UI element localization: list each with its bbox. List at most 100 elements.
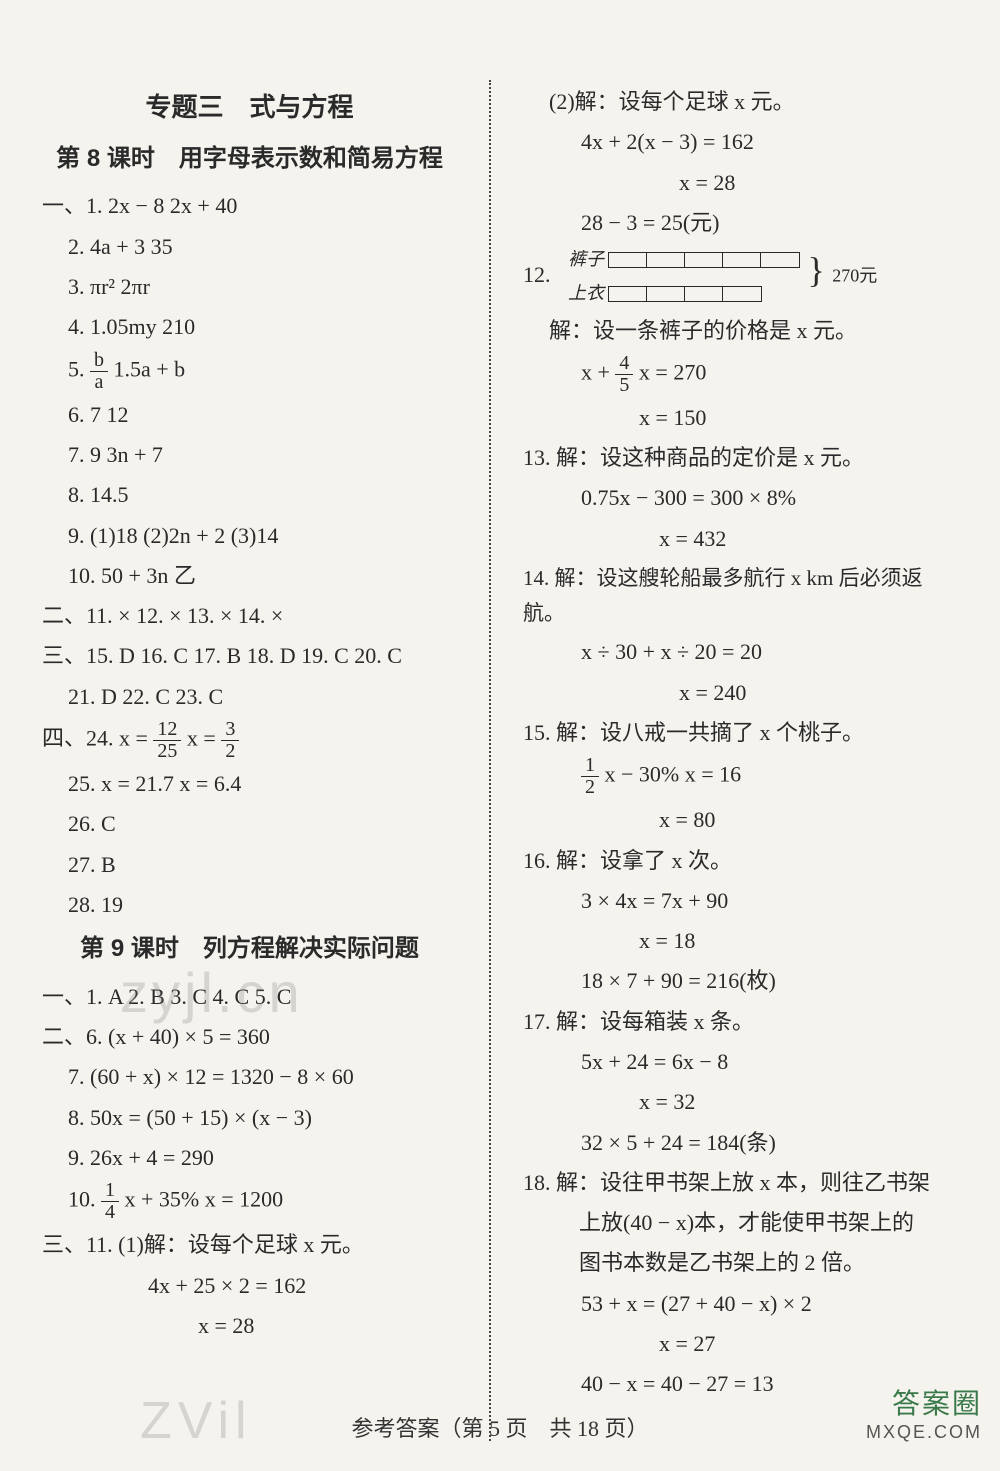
r12b: x + 4 5 x = 270: [581, 353, 952, 396]
left-column: 专题三 式与方程 第 8 课时 用字母表示数和简易方程 一、1. 2x − 8 …: [10, 80, 491, 1441]
r12-label: 12.: [523, 262, 551, 287]
q6: 6. 7 12: [68, 397, 471, 433]
l9-10: 10. 1 4 x + 35% x = 1200: [68, 1180, 471, 1223]
l9-10-post: x + 35% x = 1200: [125, 1187, 284, 1212]
q5: 5. b a 1.5a + b: [68, 350, 471, 393]
r18e: x = 27: [659, 1326, 952, 1362]
l9-11a: 三、11. (1)解：设每个足球 x 元。: [42, 1227, 471, 1263]
q2: 2. 4a + 3 35: [68, 229, 471, 265]
q7: 7. 9 3n + 7: [68, 437, 471, 473]
r15a: 15. 解：设八戒一共摘了 x 个桃子。: [523, 715, 952, 751]
r13c: x = 432: [659, 521, 952, 557]
corner-brand: 答案圈 MXQE.COM: [866, 1382, 982, 1443]
r15b-frac: 1 2: [581, 755, 599, 798]
page-footer: 参考答案（第 5 页 共 18 页）: [0, 1411, 1000, 1443]
r17d: 32 × 5 + 24 = 184(条): [581, 1125, 952, 1161]
q24-f1: 12 25: [153, 719, 181, 762]
r16c: x = 18: [639, 923, 952, 959]
tape1: [608, 252, 800, 268]
l9-9: 9. 26x + 4 = 290: [68, 1140, 471, 1176]
lesson8-title: 第 8 课时 用字母表示数和简易方程: [28, 139, 471, 179]
r16d: 18 × 7 + 90 = 216(枚): [581, 963, 952, 999]
q4: 4. 1.05my 210: [68, 309, 471, 345]
r17c: x = 32: [639, 1084, 952, 1120]
brace-icon: }: [808, 250, 825, 290]
page: 专题三 式与方程 第 8 课时 用字母表示数和简易方程 一、1. 2x − 8 …: [0, 0, 1000, 1471]
r12-diagram-row: 12. 裤子 上衣 } 270元: [523, 245, 952, 308]
r18c: 图书本数是乙书架上的 2 倍。: [579, 1245, 952, 1281]
r15b: 1 2 x − 30% x = 16: [581, 755, 952, 798]
r12b-post: x = 270: [639, 359, 706, 384]
r13a: 13. 解：设这种商品的定价是 x 元。: [523, 440, 952, 476]
r15b-d: 2: [581, 777, 599, 798]
q24-f2d: 2: [221, 741, 239, 762]
q3: 3. πr² 2πr: [68, 269, 471, 305]
l9-10-frac: 1 4: [101, 1180, 119, 1223]
brand-url: MXQE.COM: [866, 1422, 982, 1443]
r17b: 5x + 24 = 6x − 8: [581, 1044, 952, 1080]
r18a: 18. 解：设往甲书架上放 x 本，则往乙书架: [523, 1165, 952, 1201]
q24-f1n: 12: [153, 719, 181, 741]
sec3a: 三、15. D 16. C 17. B 18. D 19. C 20. C: [42, 638, 471, 674]
l9-11c: x = 28: [198, 1308, 471, 1344]
r11-2d: 28 − 3 = 25(元): [581, 205, 952, 241]
l9-7: 7. (60 + x) × 12 = 1320 − 8 × 60: [68, 1059, 471, 1095]
r14b: x ÷ 30 + x ÷ 20 = 20: [581, 634, 952, 670]
q5-post: 1.5a + b: [114, 356, 186, 381]
r16a: 16. 解：设拿了 x 次。: [523, 843, 952, 879]
tape2: [608, 286, 762, 302]
q27: 27. B: [68, 847, 471, 883]
r16b: 3 × 4x = 7x + 90: [581, 883, 952, 919]
section-title: 专题三 式与方程: [28, 86, 471, 129]
r17a: 17. 解：设每箱装 x 条。: [523, 1004, 952, 1040]
r12c: x = 150: [639, 400, 952, 436]
r15c: x = 80: [659, 802, 952, 838]
q24: 四、24. x = 12 25 x = 3 2: [42, 719, 471, 762]
tape-diagram: 裤子 上衣: [568, 245, 800, 308]
q24-f2n: 3: [221, 719, 239, 741]
r18b: 上放(40 − x)本，才能使甲书架上的: [579, 1205, 952, 1241]
tape2-label: 上衣: [568, 279, 604, 309]
q25: 25. x = 21.7 x = 6.4: [68, 766, 471, 802]
r15b-n: 1: [581, 755, 599, 777]
q5-frac: b a: [90, 350, 108, 393]
l9-11b: 4x + 25 × 2 = 162: [148, 1268, 471, 1304]
q8: 8. 14.5: [68, 477, 471, 513]
l9-1: 一、1. A 2. B 3. C 4. C 5. C: [42, 979, 471, 1015]
tape1-label: 裤子: [568, 245, 604, 275]
q26: 26. C: [68, 806, 471, 842]
r11-2b: 4x + 2(x − 3) = 162: [581, 124, 952, 160]
sec2: 二、11. × 12. × 13. × 14. ×: [42, 598, 471, 634]
q10: 10. 50 + 3n 乙: [68, 558, 471, 594]
tape-total: 270元: [832, 266, 877, 286]
q24-pre: 四、24. x =: [42, 726, 153, 751]
r12b-frac: 4 5: [615, 353, 633, 396]
q5-pre: 5.: [68, 356, 90, 381]
r15b-post: x − 30% x = 16: [605, 762, 742, 787]
q9: 9. (1)18 (2)2n + 2 (3)14: [68, 518, 471, 554]
r12b-pre: x +: [581, 359, 615, 384]
q24-f2: 3 2: [221, 719, 239, 762]
r18d: 53 + x = (27 + 40 − x) × 2: [581, 1286, 952, 1322]
l9-6: 二、6. (x + 40) × 5 = 360: [42, 1019, 471, 1055]
r11-2a: (2)解：设每个足球 x 元。: [549, 84, 952, 120]
r13b: 0.75x − 300 = 300 × 8%: [581, 480, 952, 516]
r12b-n: 4: [615, 353, 633, 375]
r12a: 解：设一条裤子的价格是 x 元。: [549, 313, 952, 349]
q24-f1d: 25: [153, 741, 181, 762]
q1: 一、1. 2x − 8 2x + 40: [42, 188, 471, 224]
q5-den: a: [90, 372, 108, 393]
q24-mid: x =: [187, 726, 221, 751]
l9-10-d: 4: [101, 1202, 119, 1223]
brand-text: 答案圈: [866, 1382, 982, 1422]
r12b-d: 5: [615, 375, 633, 396]
l9-8: 8. 50x = (50 + 15) × (x − 3): [68, 1100, 471, 1136]
right-column: (2)解：设每个足球 x 元。 4x + 2(x − 3) = 162 x = …: [491, 80, 970, 1441]
q28: 28. 19: [68, 887, 471, 923]
r14c: x = 240: [679, 675, 952, 711]
l9-10-n: 1: [101, 1180, 119, 1202]
r11-2c: x = 28: [679, 165, 952, 201]
r14a: 14. 解：设这艘轮船最多航行 x km 后必须返航。: [523, 561, 952, 630]
sec3b: 21. D 22. C 23. C: [68, 679, 471, 715]
l9-10-pre: 10.: [68, 1187, 101, 1212]
